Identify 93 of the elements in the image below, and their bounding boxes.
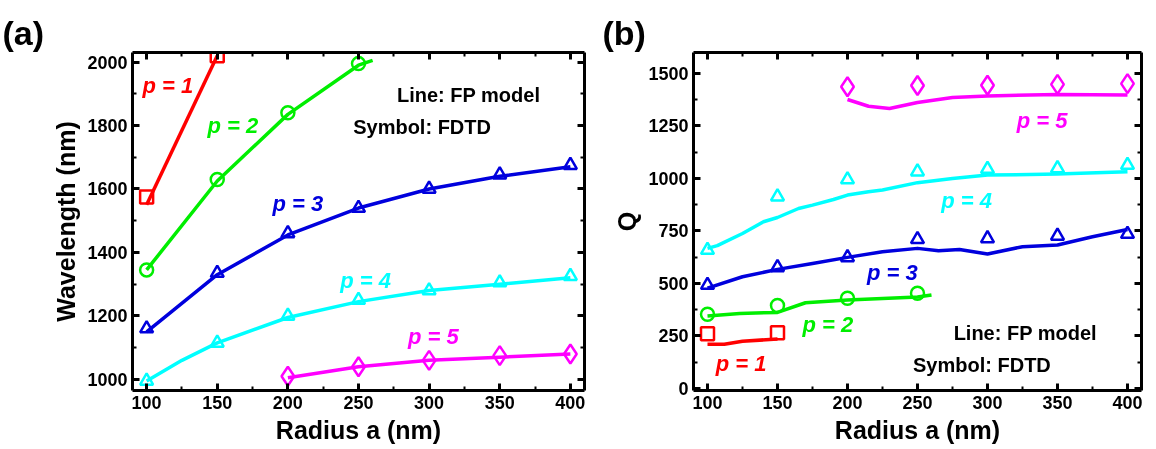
y-axis-title: Q [613, 211, 642, 232]
point [1119, 225, 1136, 240]
point [979, 229, 996, 244]
point [562, 343, 578, 365]
x-tick-label: 250 [343, 392, 374, 413]
point [909, 162, 926, 177]
annotation: Symbol: FDTD [913, 354, 1051, 377]
y-tick-label: 2000 [87, 52, 128, 73]
series-label: p = 4 [339, 267, 391, 293]
x-tick-label: 350 [484, 392, 515, 413]
point [769, 258, 786, 273]
point [209, 264, 225, 279]
y-tick-label: 1200 [87, 306, 128, 327]
y-tick-label: 1000 [87, 369, 128, 390]
point [138, 319, 155, 334]
y-axis-title: Wavelength (nm) [52, 121, 81, 322]
point [280, 365, 296, 387]
y-tick-label: 500 [658, 273, 689, 294]
series-label: p = 5 [1015, 108, 1069, 134]
series-label: p = 1 [141, 72, 194, 98]
point [138, 189, 155, 205]
x-tick-label: 400 [1112, 392, 1143, 413]
x-tick-label: 100 [692, 392, 723, 413]
point [979, 160, 996, 175]
x-tick-label: 350 [1042, 392, 1073, 413]
point [562, 267, 579, 282]
point [839, 75, 856, 98]
point [839, 290, 856, 307]
point [699, 241, 716, 256]
point [350, 355, 367, 378]
x-tick-label: 300 [414, 392, 445, 413]
point [280, 224, 296, 239]
x-axis-title: Radius a (nm) [834, 415, 1001, 444]
y-tick-label: 1400 [87, 242, 128, 263]
point [1119, 72, 1136, 95]
point [562, 156, 579, 171]
x-tick-label: 100 [131, 392, 162, 413]
x-tick-label: 200 [272, 392, 303, 413]
y-tick-label: 250 [658, 326, 689, 347]
point [699, 306, 716, 323]
chart-title: (b) [602, 13, 646, 52]
series-label: p = 5 [406, 324, 460, 350]
point [492, 273, 508, 288]
annotation: Line: FP model [397, 84, 540, 107]
x-tick-label: 150 [202, 392, 233, 413]
x-tick-label: 300 [972, 392, 1003, 413]
point [1049, 73, 1066, 96]
point [350, 55, 367, 72]
point [699, 276, 716, 291]
series-label: p = 2 [206, 113, 259, 138]
series-label: p = 3 [271, 190, 324, 216]
point [1049, 159, 1066, 174]
series-label: p = 2 [801, 312, 855, 338]
point [421, 281, 437, 296]
point [138, 372, 155, 386]
point [209, 334, 225, 348]
point [350, 291, 367, 306]
point [839, 170, 856, 185]
point [280, 105, 296, 121]
y-tick-label: 1600 [87, 179, 128, 200]
point [350, 199, 367, 214]
point [1119, 156, 1136, 171]
point [909, 74, 926, 97]
y-tick-label: 1500 [648, 63, 689, 84]
point [699, 326, 716, 342]
point [209, 171, 225, 188]
series-label: p = 3 [865, 260, 918, 286]
x-tick-label: 400 [555, 392, 586, 413]
x-axis-title: Radius a (nm) [275, 415, 442, 444]
y-tick-label: 1000 [648, 168, 689, 189]
point [1049, 227, 1066, 241]
series-label: p = 4 [940, 188, 992, 214]
y-tick-label: 750 [658, 221, 689, 242]
x-tick-label: 200 [832, 392, 863, 413]
point [839, 248, 856, 263]
point [769, 325, 786, 341]
y-tick-label: 1250 [648, 116, 689, 137]
point [909, 285, 926, 302]
x-tick-label: 150 [762, 392, 793, 413]
point [421, 180, 437, 194]
point [909, 230, 926, 245]
point [138, 262, 155, 278]
point [979, 74, 996, 96]
series-label: p = 1 [714, 350, 767, 376]
x-tick-label: 250 [902, 392, 933, 413]
y-tick-label: 1800 [87, 116, 128, 136]
chart-title: (a) [2, 13, 45, 52]
point [280, 307, 296, 321]
annotation: Symbol: FDTD [353, 116, 491, 139]
point [492, 165, 508, 180]
annotation: Line: FP model [953, 322, 1097, 345]
y-tick-label: 0 [678, 378, 689, 399]
point [769, 187, 786, 202]
